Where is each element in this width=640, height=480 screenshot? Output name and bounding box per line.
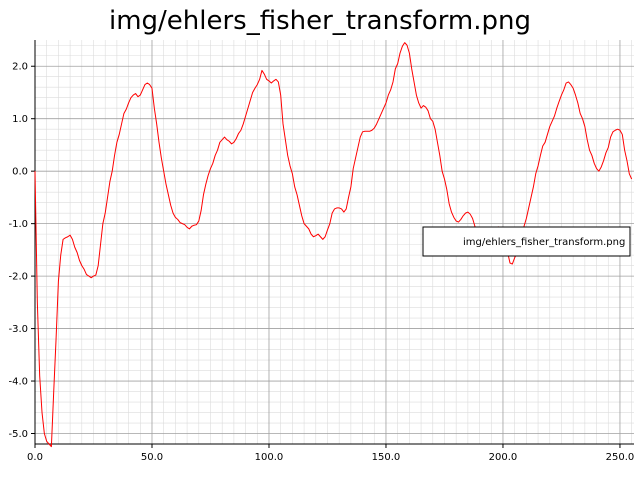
- x-tick-label: 250.0: [606, 452, 635, 463]
- legend-box: [422, 226, 631, 257]
- x-tick-label: 100.0: [255, 452, 284, 463]
- y-tick-label: 2.0: [12, 62, 28, 73]
- y-axis-tick-labels: 2.0 1.0 0.0 -1.0 -2.0 -3.0 -4.0 -5.0: [8, 62, 28, 440]
- y-tick-label: -5.0: [8, 429, 28, 440]
- chart-title: img/ehlers_fisher_transform.png: [108, 6, 532, 36]
- y-tick-label: 0.0: [12, 167, 28, 178]
- x-tick-label: 50.0: [141, 452, 163, 463]
- y-tick-label: -3.0: [8, 324, 28, 335]
- legend: img/ehlers_fisher_transform.png: [422, 226, 631, 257]
- y-tick-label: -1.0: [8, 219, 28, 230]
- x-tick-label: 200.0: [489, 452, 518, 463]
- major-gridlines: [34, 40, 634, 444]
- axes: [31, 40, 634, 448]
- legend-label-series-1: img/ehlers_fisher_transform.png: [463, 237, 625, 248]
- y-tick-label: -4.0: [8, 377, 28, 388]
- series-line-1: [34, 42, 633, 448]
- y-tick-label: 1.0: [12, 114, 28, 125]
- x-axis-tick-labels: 0.0 50.0 100.0 150.0 200.0 250.0: [27, 452, 634, 463]
- y-tick-label: -2.0: [8, 272, 28, 283]
- minor-gridlines: [35, 40, 634, 445]
- series-layer: [34, 42, 633, 448]
- x-tick-label: 0.0: [27, 452, 43, 463]
- x-tick-label: 150.0: [372, 452, 401, 463]
